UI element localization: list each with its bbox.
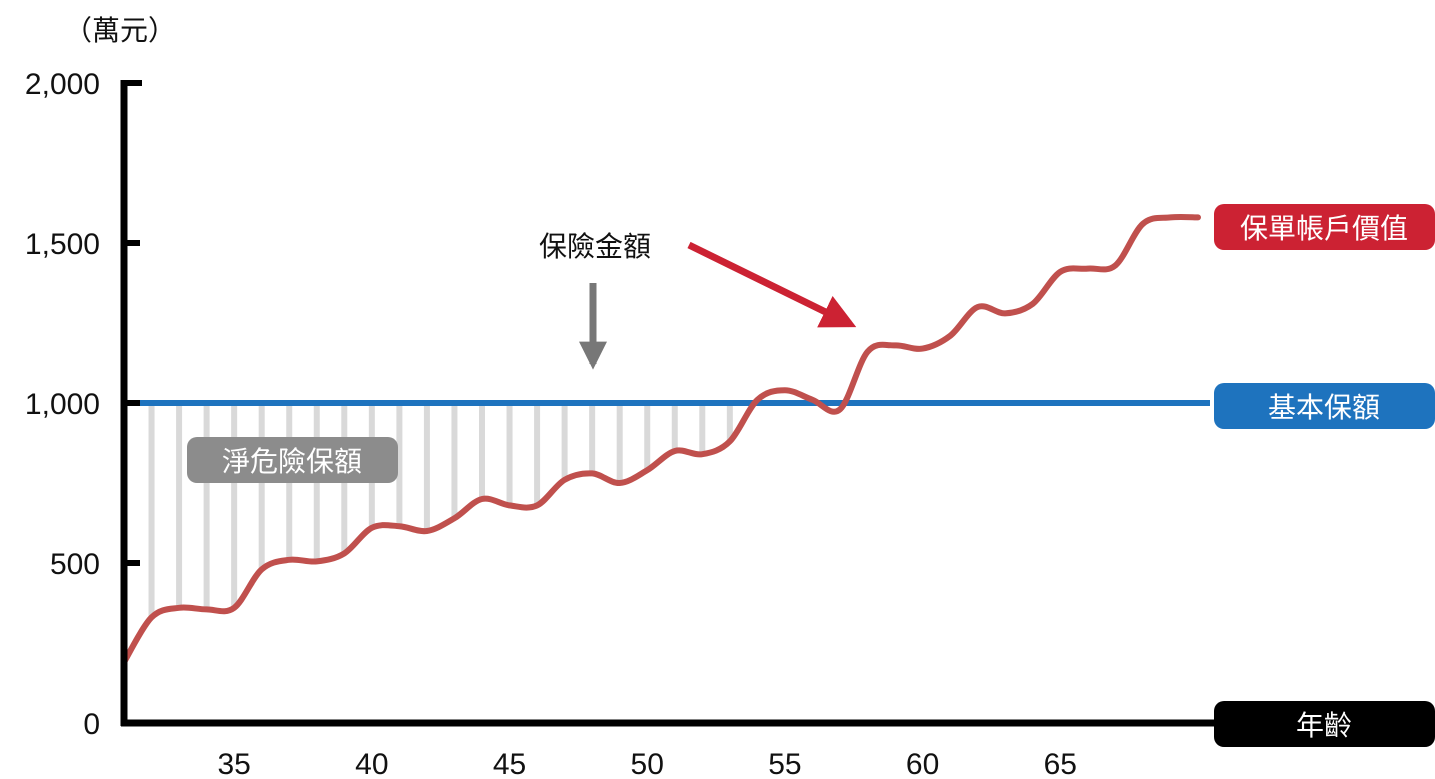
face-amount-badge-label: 基本保額 xyxy=(1268,391,1380,424)
age-axis-badge-label: 年齡 xyxy=(1296,709,1352,742)
x-tick-label: 60 xyxy=(906,748,939,779)
net-risk-stripes xyxy=(148,403,733,618)
insurance-amount-red-arrow xyxy=(687,241,857,328)
y-tick-label: 500 xyxy=(50,548,100,581)
y-tick-label: 0 xyxy=(83,708,100,741)
account-value-badge: 保單帳戶價值 xyxy=(1214,204,1435,250)
x-axis-ticks: 35 40 45 50 55 60 65 xyxy=(217,748,1077,779)
net-risk-badge-label: 淨危險保額 xyxy=(222,445,362,478)
y-axis-unit-label: （萬元） xyxy=(64,14,176,47)
x-tick-label: 50 xyxy=(631,748,664,779)
x-tick-label: 40 xyxy=(355,748,388,779)
y-tick-label: 2,000 xyxy=(25,68,100,101)
account-value-badge-label: 保單帳戶價值 xyxy=(1240,212,1408,245)
y-axis-ticks: 0 500 1,000 1,500 2,000 xyxy=(25,68,140,741)
net-risk-badge: 淨危險保額 xyxy=(187,437,398,483)
account-value-line xyxy=(121,213,1201,666)
x-tick-label: 45 xyxy=(493,748,526,779)
age-axis-badge: 年齡 xyxy=(1214,701,1435,747)
x-tick-label: 65 xyxy=(1044,748,1077,779)
insurance-amount-label: 保險金額 xyxy=(539,230,651,263)
x-tick-label: 35 xyxy=(217,748,250,779)
y-tick-label: 1,000 xyxy=(25,388,100,421)
face-amount-badge: 基本保額 xyxy=(1214,383,1435,429)
y-tick-label: 1,500 xyxy=(25,228,100,261)
x-tick-label: 55 xyxy=(768,748,801,779)
